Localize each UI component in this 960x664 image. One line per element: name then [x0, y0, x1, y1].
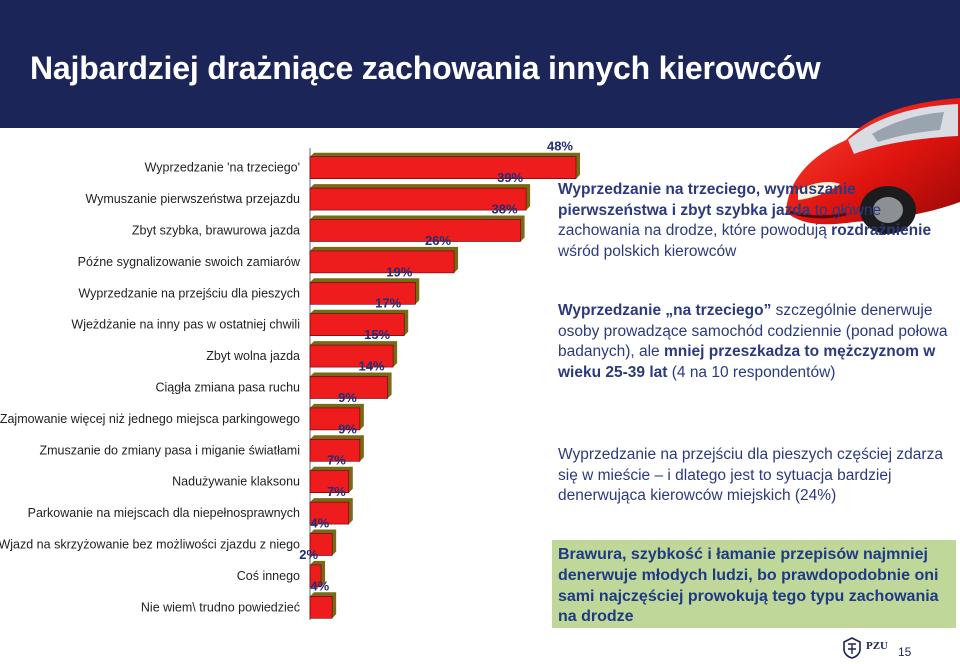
bar [309, 376, 388, 399]
bar-shadow [310, 152, 580, 179]
category-label: Nie wiem\ trudno powiedzieć [141, 600, 300, 614]
value-label: 14% [359, 359, 385, 374]
value-label: 19% [386, 264, 412, 279]
bar [309, 250, 455, 274]
summary-text: Wyprzedzanie na trzeciego, wymuszanie pi… [558, 180, 958, 262]
category-label: Coś innego [237, 569, 300, 583]
bar [309, 313, 405, 336]
value-label: 39% [497, 170, 523, 185]
category-label: Parkowanie na miejscach dla niepełnospra… [28, 506, 300, 520]
bar [309, 187, 527, 211]
bar [309, 407, 361, 431]
page-number: 15 [898, 645, 912, 659]
bar-shadow [310, 529, 337, 556]
bar-chart: Wyprzedzanie 'na trzeciego' 48% Wymuszanie… [0, 140, 580, 620]
value-label: 7% [327, 484, 346, 499]
category-label: Wyprzedzanie na przejściu dla pieszych [78, 286, 300, 300]
category-label: Wjazd na skrzyżowanie bez możliwości zja… [0, 538, 300, 552]
bar-shadow [310, 592, 337, 619]
value-label: 2% [299, 547, 318, 562]
category-label: Wymuszanie pierwszeństwa przejazdu [85, 192, 300, 206]
bar-shadow [310, 184, 531, 211]
value-label: 9% [338, 390, 357, 405]
value-label: 15% [364, 327, 390, 342]
category-label: Wjeżdżanie na inny pas w ostatniej chwil… [71, 318, 300, 332]
summary-text-2: to główne zachowania na drodze, które po… [558, 201, 882, 240]
highlight-text: Brawura, szybkość i łamanie przepisów na… [558, 546, 939, 626]
bar-shadow [310, 309, 409, 336]
red-car-image [786, 98, 960, 234]
bar [309, 156, 577, 180]
value-label: 4% [310, 578, 329, 593]
bar-shadow [310, 403, 364, 430]
value-label: 7% [327, 453, 346, 468]
pzu-logo-icon [843, 637, 861, 659]
summary-highlight-2: rozdrażnienie [831, 222, 932, 239]
crossing-note: Wyprzedzanie na przejściu dla pieszych c… [558, 446, 943, 504]
category-label: Nadużywanie klaksonu [172, 475, 300, 489]
bar-shadow [310, 435, 364, 462]
bar [309, 282, 416, 305]
value-label: 17% [375, 296, 401, 311]
bar-shadow [310, 246, 459, 273]
bar [309, 470, 350, 494]
category-label: Ciągła zmiana pasa ruchu [155, 381, 300, 395]
category-label: Wyprzedzanie 'na trzeciego' [145, 161, 300, 175]
bar-shadow [310, 498, 353, 525]
value-label: 9% [338, 421, 357, 436]
value-label: 48% [547, 140, 573, 154]
respondents-text: (4 na 10 respondentów) [667, 363, 836, 381]
overtaking-text: szczególnie denerwuje osoby prowadzące s… [558, 302, 948, 360]
brand-label: PZU [866, 640, 888, 652]
bar [309, 344, 394, 368]
overtaking-highlight: Wyprzedzanie „na trzeciego” [558, 302, 772, 319]
value-label: 26% [425, 233, 451, 248]
bar [309, 438, 361, 462]
summary-text-3: wśród polskich kierowców [558, 242, 737, 260]
bar-shadow [310, 278, 420, 305]
category-label: Zbyt szybka, brawurowa jazda [132, 224, 300, 238]
bar-shadow [310, 466, 353, 493]
bar [309, 219, 521, 242]
value-label: 4% [310, 516, 329, 531]
value-label: 38% [492, 202, 518, 217]
category-label: Zmuszanie do zmiany pasa i miganie świat… [39, 443, 300, 457]
men-25-39-highlight: mniej przeszkadza to mężczyznom w wieku … [558, 343, 936, 381]
summary-highlight-1: Wyprzedzanie na trzeciego, wymuszanie pi… [558, 181, 856, 219]
bar-shadow [310, 215, 525, 242]
title-bar: Najbardziej drażniące zachowania innych … [0, 0, 960, 128]
slide-title: Najbardziej drażniące zachowania innych … [30, 50, 821, 86]
category-label: Późne sygnalizowanie swoich zamiarów [78, 255, 301, 269]
category-label: Zajmowanie więcej niż jednego miejsca pa… [0, 412, 300, 426]
bar [309, 564, 322, 588]
overtaking-note: Wyprzedzanie „na trzeciego” szczególnie … [558, 301, 958, 383]
bar-shadow [310, 341, 398, 368]
category-label: Zbyt wolna jazda [206, 349, 300, 363]
highlight-box: Brawura, szybkość i łamanie przepisów na… [552, 540, 956, 628]
bar-shadow [310, 372, 392, 399]
bar [309, 533, 333, 556]
bar [309, 595, 333, 619]
bar [309, 501, 350, 525]
